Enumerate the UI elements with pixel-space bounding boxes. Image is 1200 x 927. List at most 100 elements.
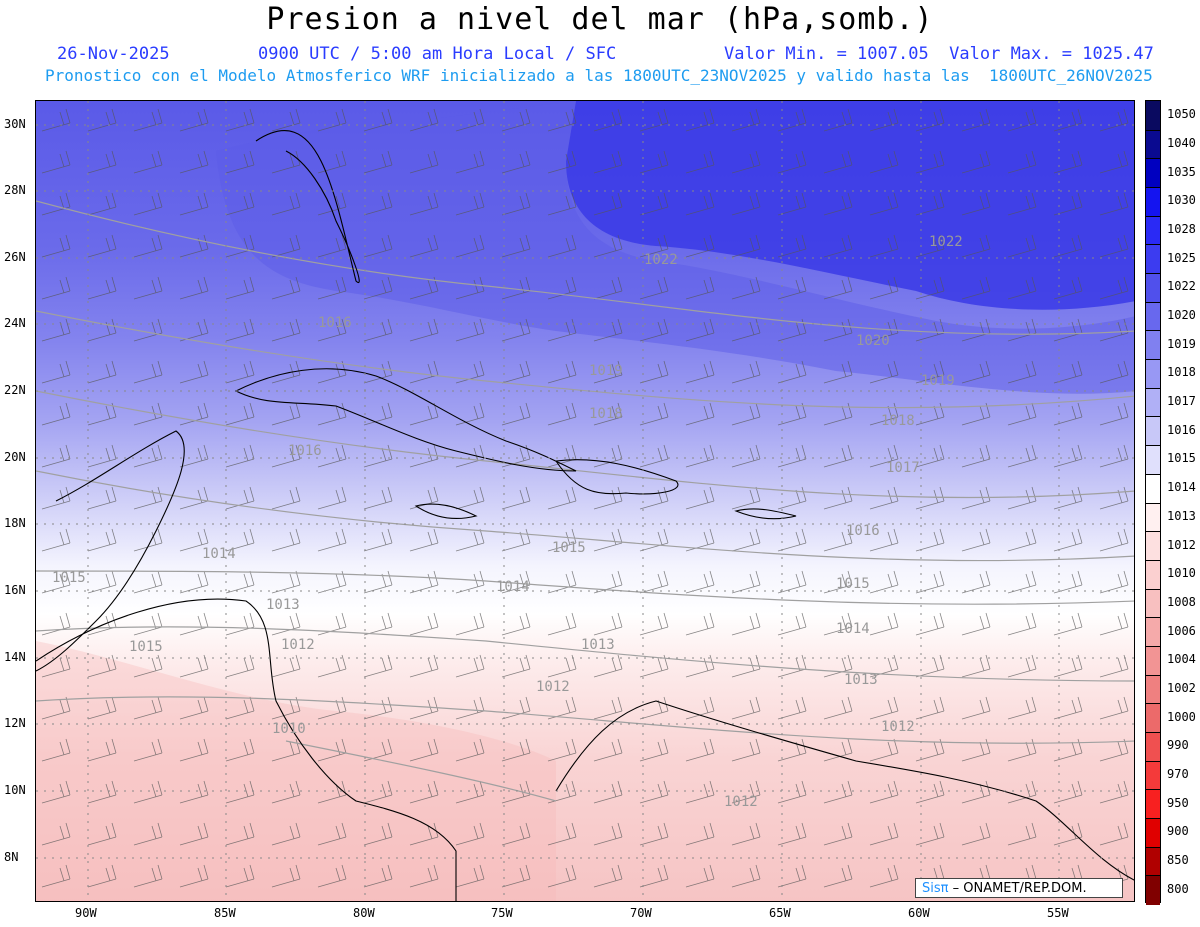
contour-label: 1013 bbox=[266, 597, 300, 613]
colorbar-swatch bbox=[1146, 445, 1160, 476]
colorbar-swatch bbox=[1146, 760, 1160, 791]
lon-label: 60W bbox=[908, 906, 930, 920]
colorbar-label: 1000 bbox=[1167, 709, 1196, 724]
contour-label: 1012 bbox=[881, 719, 915, 735]
lat-label: 16N bbox=[4, 583, 26, 597]
contour-label: 1016 bbox=[318, 315, 352, 331]
florida-coast bbox=[255, 130, 360, 284]
colorbar-swatch bbox=[1146, 101, 1160, 131]
south-america-coast bbox=[555, 700, 1134, 881]
colorbar-label: 1004 bbox=[1167, 652, 1196, 667]
colorbar-label: 970 bbox=[1167, 766, 1189, 781]
contour-label: 1015 bbox=[52, 570, 86, 586]
colorbar-swatch bbox=[1146, 215, 1160, 246]
coastlines bbox=[36, 130, 1134, 901]
colorbar-label: 1016 bbox=[1167, 422, 1196, 437]
forecast-date: 26-Nov-2025 bbox=[57, 44, 170, 64]
contour-label: 1012 bbox=[536, 679, 570, 695]
colorbar-label: 1018 bbox=[1167, 365, 1196, 380]
colorbar-swatch bbox=[1146, 674, 1160, 705]
colorbar-label: 1035 bbox=[1167, 164, 1196, 179]
graticule bbox=[36, 101, 1134, 901]
colorbar-label: 1012 bbox=[1167, 537, 1196, 552]
colorbar-label: 800 bbox=[1167, 881, 1189, 896]
colorbar-label: 850 bbox=[1167, 852, 1189, 867]
colorbar-swatch bbox=[1146, 187, 1160, 218]
colorbar-label: 1022 bbox=[1167, 279, 1196, 294]
contour-label: 1014 bbox=[836, 621, 870, 637]
contour-label: 1012 bbox=[724, 794, 758, 810]
colorbar-label: 1017 bbox=[1167, 394, 1196, 409]
colorbar-swatch bbox=[1146, 158, 1160, 189]
lat-label: 22N bbox=[4, 383, 26, 397]
contour-label: 1022 bbox=[929, 234, 963, 250]
colorbar-swatch bbox=[1146, 588, 1160, 619]
credit-box: Sisπ – ONAMET/REP.DOM. bbox=[915, 878, 1123, 898]
contour-label: 1013 bbox=[844, 672, 878, 688]
lon-label: 85W bbox=[214, 906, 236, 920]
colorbar-swatch bbox=[1146, 703, 1160, 734]
lat-label: 28N bbox=[4, 183, 26, 197]
colorbar-label: 1040 bbox=[1167, 136, 1196, 151]
contour-label: 1013 bbox=[581, 637, 615, 653]
map-title: Presion a nivel del mar (hPa,somb.) bbox=[266, 2, 934, 37]
colorbar-label: 1025 bbox=[1167, 250, 1196, 265]
contour-label: 1022 bbox=[644, 252, 678, 268]
colorbar-swatch bbox=[1146, 244, 1160, 275]
contour-label: 1016 bbox=[846, 523, 880, 539]
contour-label: 1014 bbox=[202, 546, 236, 562]
colorbar-label: 1002 bbox=[1167, 680, 1196, 695]
wind-barbs bbox=[36, 101, 1134, 901]
pressure-map[interactable]: 1022 1022 1020 1019 1019 1018 1018 1017 … bbox=[36, 101, 1135, 902]
puerto-rico-coast bbox=[734, 508, 797, 520]
contour-label: 1019 bbox=[921, 373, 955, 389]
lat-label: 12N bbox=[4, 716, 26, 730]
colorbar-swatch bbox=[1146, 875, 1160, 906]
lat-label: 30N bbox=[4, 117, 26, 131]
contour-label: 1015 bbox=[552, 540, 586, 556]
colorbar-swatch bbox=[1146, 129, 1160, 160]
colorbar-label: 1010 bbox=[1167, 566, 1196, 581]
colorbar-swatch bbox=[1146, 473, 1160, 504]
lon-label: 70W bbox=[630, 906, 652, 920]
lat-label: 20N bbox=[4, 450, 26, 464]
contour-label: 1015 bbox=[129, 639, 163, 655]
lat-label: 18N bbox=[4, 516, 26, 530]
lat-label: 10N bbox=[4, 783, 26, 797]
contour-label: 1020 bbox=[856, 333, 890, 349]
contour-label: 1010 bbox=[272, 721, 306, 737]
lat-label: 14N bbox=[4, 650, 26, 664]
contour-label: 1015 bbox=[836, 576, 870, 592]
lat-label: 26N bbox=[4, 250, 26, 264]
min-max-values: Valor Min. = 1007.05 Valor Max. = 1025.4… bbox=[724, 44, 1154, 64]
colorbar-swatch bbox=[1146, 645, 1160, 677]
colorbar-label: 1050 bbox=[1167, 107, 1196, 122]
colorbar-label: 1014 bbox=[1167, 480, 1196, 495]
colorbar-label: 1028 bbox=[1167, 222, 1196, 237]
forecast-description: Pronostico con el Modelo Atmosferico WRF… bbox=[45, 66, 1153, 85]
colorbar-swatch bbox=[1146, 789, 1160, 820]
colorbar-swatch bbox=[1146, 273, 1160, 304]
lon-label: 65W bbox=[769, 906, 791, 920]
central-america-coast bbox=[36, 598, 457, 901]
colorbar-swatch bbox=[1146, 387, 1160, 418]
colorbar-swatch bbox=[1146, 330, 1160, 361]
contour-label: 1016 bbox=[288, 443, 322, 459]
colorbar-swatch bbox=[1146, 817, 1160, 849]
colorbar-label: 1015 bbox=[1167, 451, 1196, 466]
colorbar-label: 1008 bbox=[1167, 594, 1196, 609]
colorbar-swatch bbox=[1146, 731, 1160, 763]
lat-label: 8N bbox=[4, 850, 19, 864]
yucatan-coast bbox=[36, 430, 185, 672]
map-panel[interactable]: 1022 1022 1020 1019 1019 1018 1018 1017 … bbox=[35, 100, 1135, 902]
colorbar-label: 900 bbox=[1167, 824, 1189, 839]
colorbar bbox=[1145, 100, 1161, 906]
hispaniola-coast bbox=[555, 459, 679, 495]
contour-label: 1018 bbox=[881, 413, 915, 429]
colorbar-swatch bbox=[1146, 359, 1160, 390]
credit-text: – ONAMET/REP.DOM. bbox=[948, 881, 1087, 896]
colorbar-swatch bbox=[1146, 617, 1160, 648]
colorbar-label: 1030 bbox=[1167, 193, 1196, 208]
colorbar-swatch bbox=[1146, 502, 1160, 533]
colorbar-label: 1006 bbox=[1167, 623, 1196, 638]
